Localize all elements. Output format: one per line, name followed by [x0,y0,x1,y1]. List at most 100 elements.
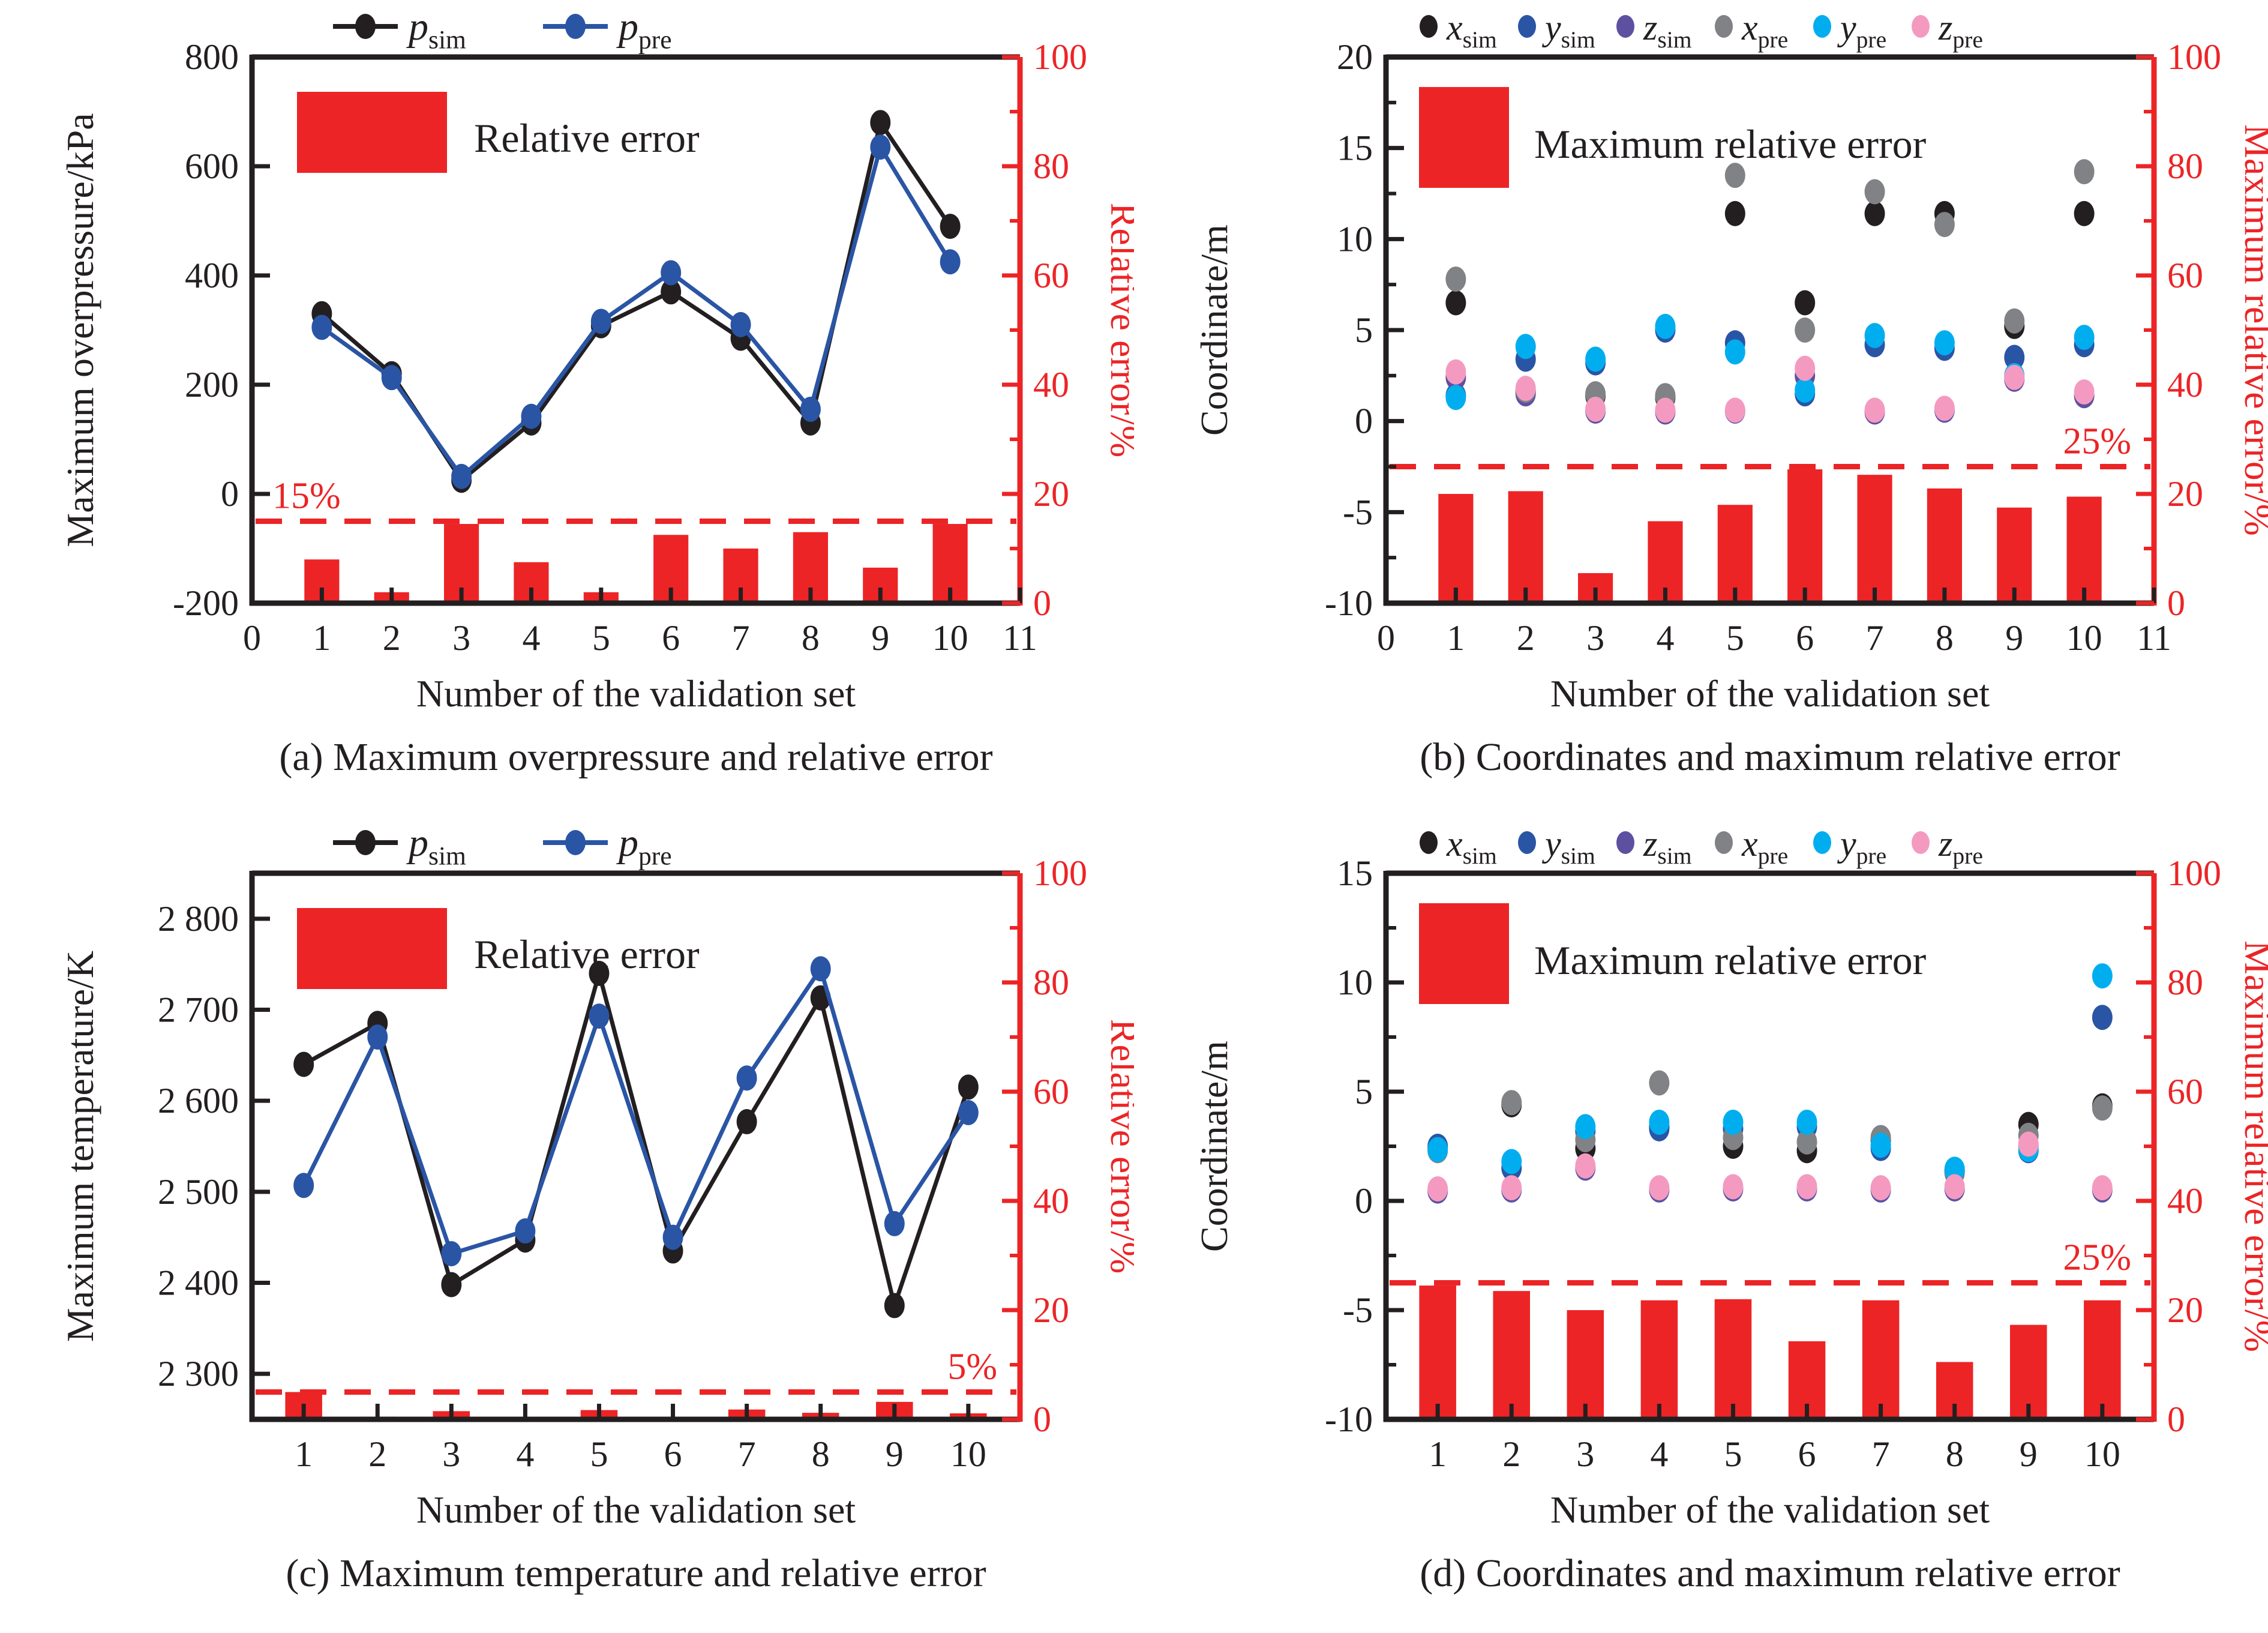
svg-text:100: 100 [1033,37,1087,77]
svg-text:2 600: 2 600 [158,1081,239,1120]
svg-text:4: 4 [522,618,540,658]
svg-text:ysim: ysim [1541,8,1595,53]
svg-text:20: 20 [1033,474,1069,514]
svg-text:5: 5 [1726,618,1744,658]
svg-text:25%: 25% [2063,421,2131,462]
svg-text:4: 4 [1656,618,1674,658]
svg-text:6: 6 [662,618,680,658]
svg-text:1: 1 [1447,618,1465,658]
svg-text:80: 80 [1033,963,1069,1002]
svg-text:80: 80 [2167,146,2203,186]
svg-text:Maximum relative error/%: Maximum relative error/% [2237,940,2268,1352]
svg-text:(d) Coordinates and maximum re: (d) Coordinates and maximum relative err… [1420,1551,2120,1595]
svg-text:80: 80 [2167,963,2203,1002]
svg-text:60: 60 [1033,1072,1069,1111]
svg-text:10: 10 [1337,963,1373,1002]
svg-text:-200: -200 [173,583,239,623]
svg-text:(c) Maximum temperature and re: (c) Maximum temperature and relative err… [286,1551,986,1595]
svg-text:80: 80 [1033,146,1069,186]
svg-text:100: 100 [2167,37,2221,77]
svg-text:9: 9 [886,1434,904,1474]
svg-text:60: 60 [2167,1072,2203,1111]
svg-text:600: 600 [185,146,239,186]
svg-text:1: 1 [313,618,331,658]
svg-text:60: 60 [2167,256,2203,295]
svg-text:(b) Coordinates and maximum re: (b) Coordinates and maximum relative err… [1420,735,2120,779]
svg-text:5: 5 [592,618,610,658]
svg-text:9: 9 [2020,1434,2038,1474]
svg-text:-10: -10 [1325,1400,1373,1439]
svg-text:ppre: ppre [616,5,672,55]
svg-text:15%: 15% [272,476,341,517]
svg-text:1: 1 [1429,1434,1447,1474]
svg-text:40: 40 [2167,365,2203,404]
svg-text:8: 8 [1936,618,1954,658]
svg-text:40: 40 [1033,365,1069,404]
svg-text:6: 6 [1798,1434,1816,1474]
svg-text:7: 7 [1872,1434,1890,1474]
svg-text:Relative error: Relative error [474,931,700,977]
svg-text:xsim: xsim [1446,824,1497,869]
svg-text:3: 3 [1576,1434,1594,1474]
svg-text:5%: 5% [947,1347,997,1388]
panel-b: 25% -10 -5 0 5 10 15 20 0 1 2 3 4 5 6 7 8 9 10 11 0 20 40 60 80 1… [1134,0,2268,816]
panel-d: 25% -10 -5 0 5 10 15 1 2 3 4 5 6 7 8 9 10 0 20 40 60 80 100 Coo… [1134,816,2268,1633]
svg-text:-5: -5 [1343,1290,1373,1330]
panel-c: 5% 2 300 2 400 2 500 2 600 2 700 2 800 1 2 3 4 5 6 7 8… [0,816,1134,1633]
svg-text:3: 3 [452,618,470,658]
svg-text:zsim: zsim [1643,8,1692,53]
svg-text:9: 9 [2005,618,2023,658]
svg-text:ypre: ypre [1837,8,1886,53]
svg-text:3: 3 [1586,618,1604,658]
svg-text:Number of the validation set: Number of the validation set [416,1488,856,1531]
svg-text:-10: -10 [1325,583,1373,623]
svg-text:0: 0 [2167,1400,2185,1439]
svg-text:xpre: xpre [1741,8,1788,53]
svg-text:Maximum relative error/%: Maximum relative error/% [2237,124,2268,536]
svg-text:Maximum overpressure/kPa: Maximum overpressure/kPa [59,113,101,547]
svg-text:0: 0 [1033,1400,1051,1439]
svg-text:5: 5 [1355,310,1373,350]
svg-text:3: 3 [442,1434,460,1474]
svg-text:10: 10 [932,618,968,658]
svg-text:(a) Maximum overpressure and r: (a) Maximum overpressure and relative er… [279,735,992,779]
svg-text:1: 1 [295,1434,313,1474]
svg-text:200: 200 [185,365,239,404]
svg-text:Number of the validation set: Number of the validation set [416,672,856,715]
svg-text:0: 0 [1033,583,1051,623]
svg-text:psim: psim [406,5,466,55]
svg-text:2 300: 2 300 [158,1354,239,1394]
svg-text:0: 0 [1355,401,1373,441]
svg-text:15: 15 [1337,128,1373,168]
svg-text:zpre: zpre [1938,8,1983,53]
svg-text:ypre: ypre [1837,824,1886,869]
svg-text:Relative error/%: Relative error/% [1103,203,1134,458]
svg-text:11: 11 [1003,618,1037,658]
svg-text:4: 4 [1650,1434,1668,1474]
svg-text:2 400: 2 400 [158,1263,239,1303]
svg-text:Relative error/%: Relative error/% [1103,1019,1134,1274]
svg-text:20: 20 [2167,1290,2203,1330]
svg-text:25%: 25% [2063,1238,2131,1278]
svg-text:0: 0 [1355,1181,1373,1221]
svg-text:Number of the validation set: Number of the validation set [1550,1488,1990,1531]
svg-text:100: 100 [2167,853,2221,893]
svg-text:4: 4 [516,1434,534,1474]
svg-text:8: 8 [812,1434,830,1474]
svg-text:5: 5 [1355,1072,1373,1111]
svg-text:800: 800 [185,37,239,77]
svg-text:9: 9 [871,618,889,658]
svg-text:Coordinate/m: Coordinate/m [1193,224,1235,436]
svg-text:-5: -5 [1343,492,1373,532]
svg-text:psim: psim [406,821,466,871]
chart-c-maximum-temperature: 5% 2 300 2 400 2 500 2 600 2 700 2 800 1 2 3 4 5 6 7 8… [59,821,1134,1595]
svg-text:20: 20 [1033,1290,1069,1330]
svg-text:Number of the validation set: Number of the validation set [1550,672,1990,715]
svg-text:40: 40 [1033,1181,1069,1221]
svg-text:2: 2 [1502,1434,1520,1474]
svg-text:8: 8 [1946,1434,1964,1474]
